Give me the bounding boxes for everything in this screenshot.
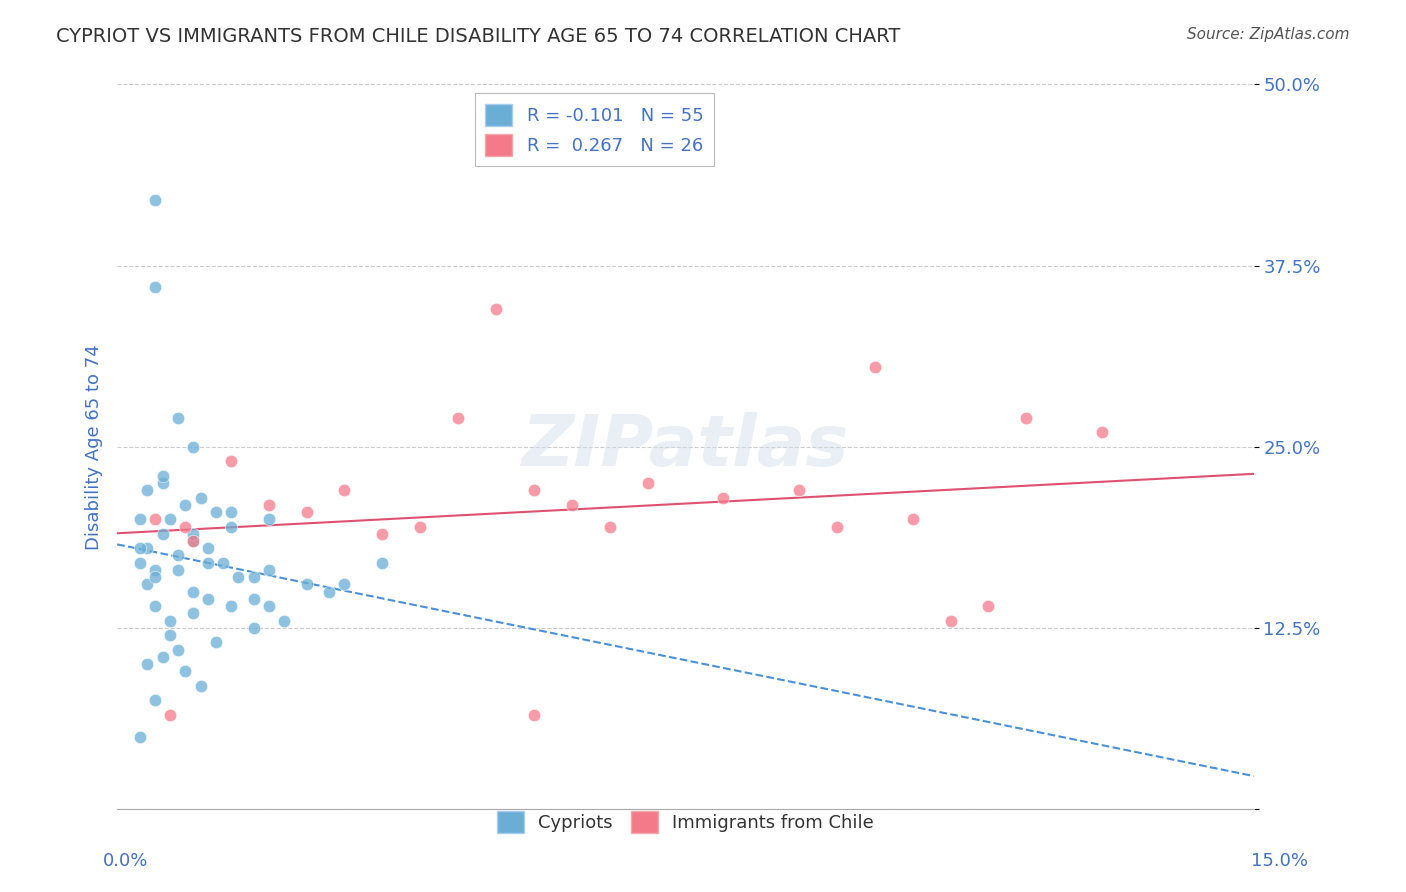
Point [129,541,152,556]
Legend: Cypriots, Immigrants from Chile: Cypriots, Immigrants from Chile [486,800,884,844]
Point [242,621,264,635]
Point [181,607,204,621]
Text: 15.0%: 15.0% [1250,852,1308,870]
Point [711,491,734,505]
Point [197,541,219,556]
Point [152,526,174,541]
Point [295,505,318,519]
Point [637,476,659,491]
Point [166,642,188,657]
Point [152,476,174,491]
Point [166,563,188,577]
Point [174,519,197,533]
Point [166,549,188,563]
Point [174,665,197,679]
Point [136,577,159,591]
Point [159,614,181,628]
Point [197,591,219,606]
Point [197,556,219,570]
Point [136,483,159,498]
Point [257,599,280,614]
Point [523,707,546,722]
Point [143,280,166,294]
Point [143,194,166,208]
Point [371,526,394,541]
Point [1015,410,1038,425]
Point [136,541,159,556]
Point [228,570,250,584]
Point [190,491,212,505]
Point [447,410,470,425]
Point [901,512,924,526]
Point [152,649,174,664]
Point [318,584,340,599]
Point [159,707,181,722]
Point [159,628,181,642]
Point [204,635,226,649]
Point [333,577,356,591]
Text: ZIPatlas: ZIPatlas [522,412,849,482]
Point [143,599,166,614]
Point [333,483,356,498]
Point [257,563,280,577]
Point [977,599,1000,614]
Point [204,505,226,519]
Point [1091,425,1114,440]
Point [152,468,174,483]
Point [599,519,621,533]
Point [561,498,583,512]
Point [190,679,212,693]
Point [242,591,264,606]
Point [159,512,181,526]
Point [143,512,166,526]
Point [143,570,166,584]
Text: Source: ZipAtlas.com: Source: ZipAtlas.com [1187,27,1350,42]
Point [787,483,810,498]
Point [181,534,204,549]
Point [219,519,242,533]
Point [143,693,166,707]
Y-axis label: Disability Age 65 to 74: Disability Age 65 to 74 [86,344,103,549]
Point [257,512,280,526]
Point [863,360,886,375]
Point [257,498,280,512]
Point [295,577,318,591]
Point [181,534,204,549]
Point [242,570,264,584]
Point [523,483,546,498]
Point [939,614,962,628]
Point [181,526,204,541]
Text: CYPRIOT VS IMMIGRANTS FROM CHILE DISABILITY AGE 65 TO 74 CORRELATION CHART: CYPRIOT VS IMMIGRANTS FROM CHILE DISABIL… [56,27,901,45]
Point [485,302,508,317]
Point [409,519,432,533]
Point [219,454,242,468]
Point [129,730,152,744]
Text: 0.0%: 0.0% [103,852,148,870]
Point [129,512,152,526]
Point [825,519,848,533]
Point [174,498,197,512]
Point [143,563,166,577]
Point [129,556,152,570]
Point [212,556,235,570]
Point [181,440,204,454]
Point [219,505,242,519]
Point [166,410,188,425]
Point [273,614,295,628]
Point [181,584,204,599]
Point [136,657,159,672]
Point [371,556,394,570]
Point [219,599,242,614]
